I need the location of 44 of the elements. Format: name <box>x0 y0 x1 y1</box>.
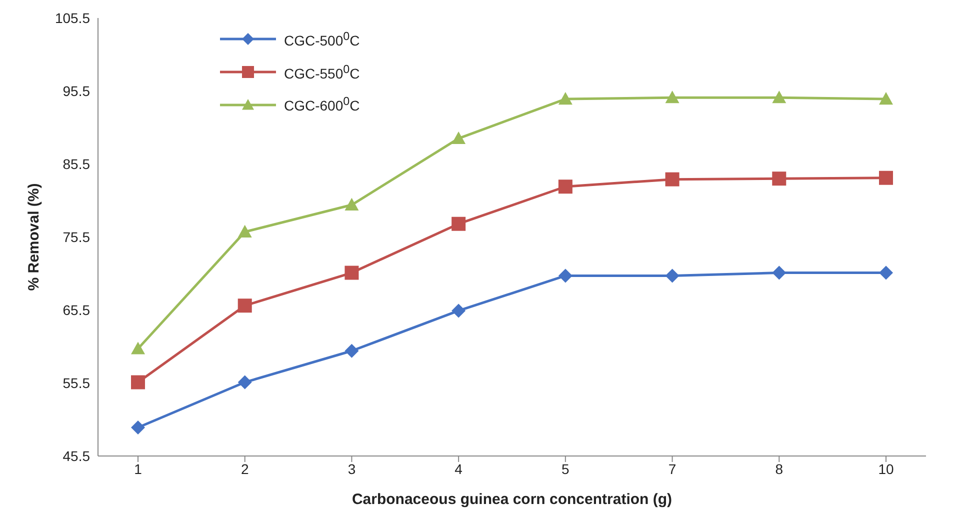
point <box>665 268 680 283</box>
point <box>772 172 786 186</box>
x-tick-label: 3 <box>348 460 356 477</box>
x-tick-label: 1 <box>134 460 142 477</box>
y-tick-label: 105.5 <box>54 10 90 26</box>
point <box>879 170 893 185</box>
point <box>452 216 466 231</box>
point <box>238 224 252 238</box>
point <box>452 304 466 318</box>
y-axis-title: % Removal (%) <box>25 183 42 291</box>
y-tick-label: 55.5 <box>62 374 90 391</box>
point <box>131 420 145 435</box>
y-tick-label: 95.5 <box>62 82 90 99</box>
x-tick-label: 7 <box>668 460 676 477</box>
x-tick-label: 10 <box>878 460 894 477</box>
point <box>558 92 572 105</box>
y-tick-label: 85.5 <box>62 156 90 172</box>
x-axis-title: Carbonaceous guinea corn concentration (g) <box>352 491 672 508</box>
legend-label: CGC-550$^{0}$C <box>284 62 360 82</box>
point <box>452 131 466 144</box>
point <box>238 298 252 313</box>
y-tick-label: 65.5 <box>62 302 90 318</box>
point <box>772 266 786 280</box>
point <box>344 198 359 210</box>
x-tick-label: 8 <box>775 460 784 477</box>
point <box>879 92 893 105</box>
y-tick-label: 75.5 <box>62 228 90 245</box>
point <box>558 180 572 194</box>
point <box>238 375 252 390</box>
point <box>772 90 786 104</box>
point <box>879 266 893 280</box>
point <box>558 268 572 283</box>
point <box>131 375 145 390</box>
point <box>131 342 145 354</box>
legend-label: CGC-500$^{0}$C <box>284 30 360 49</box>
point <box>665 172 680 186</box>
x-tick-label: 4 <box>454 460 463 477</box>
y-tick-label: 45.5 <box>62 448 90 464</box>
x-tick-label: 5 <box>562 460 570 477</box>
point <box>344 266 359 280</box>
point <box>665 90 680 104</box>
legend-label: CGC-600$^{0}$C <box>284 95 360 114</box>
point <box>344 344 359 358</box>
x-tick-label: 2 <box>240 460 249 477</box>
